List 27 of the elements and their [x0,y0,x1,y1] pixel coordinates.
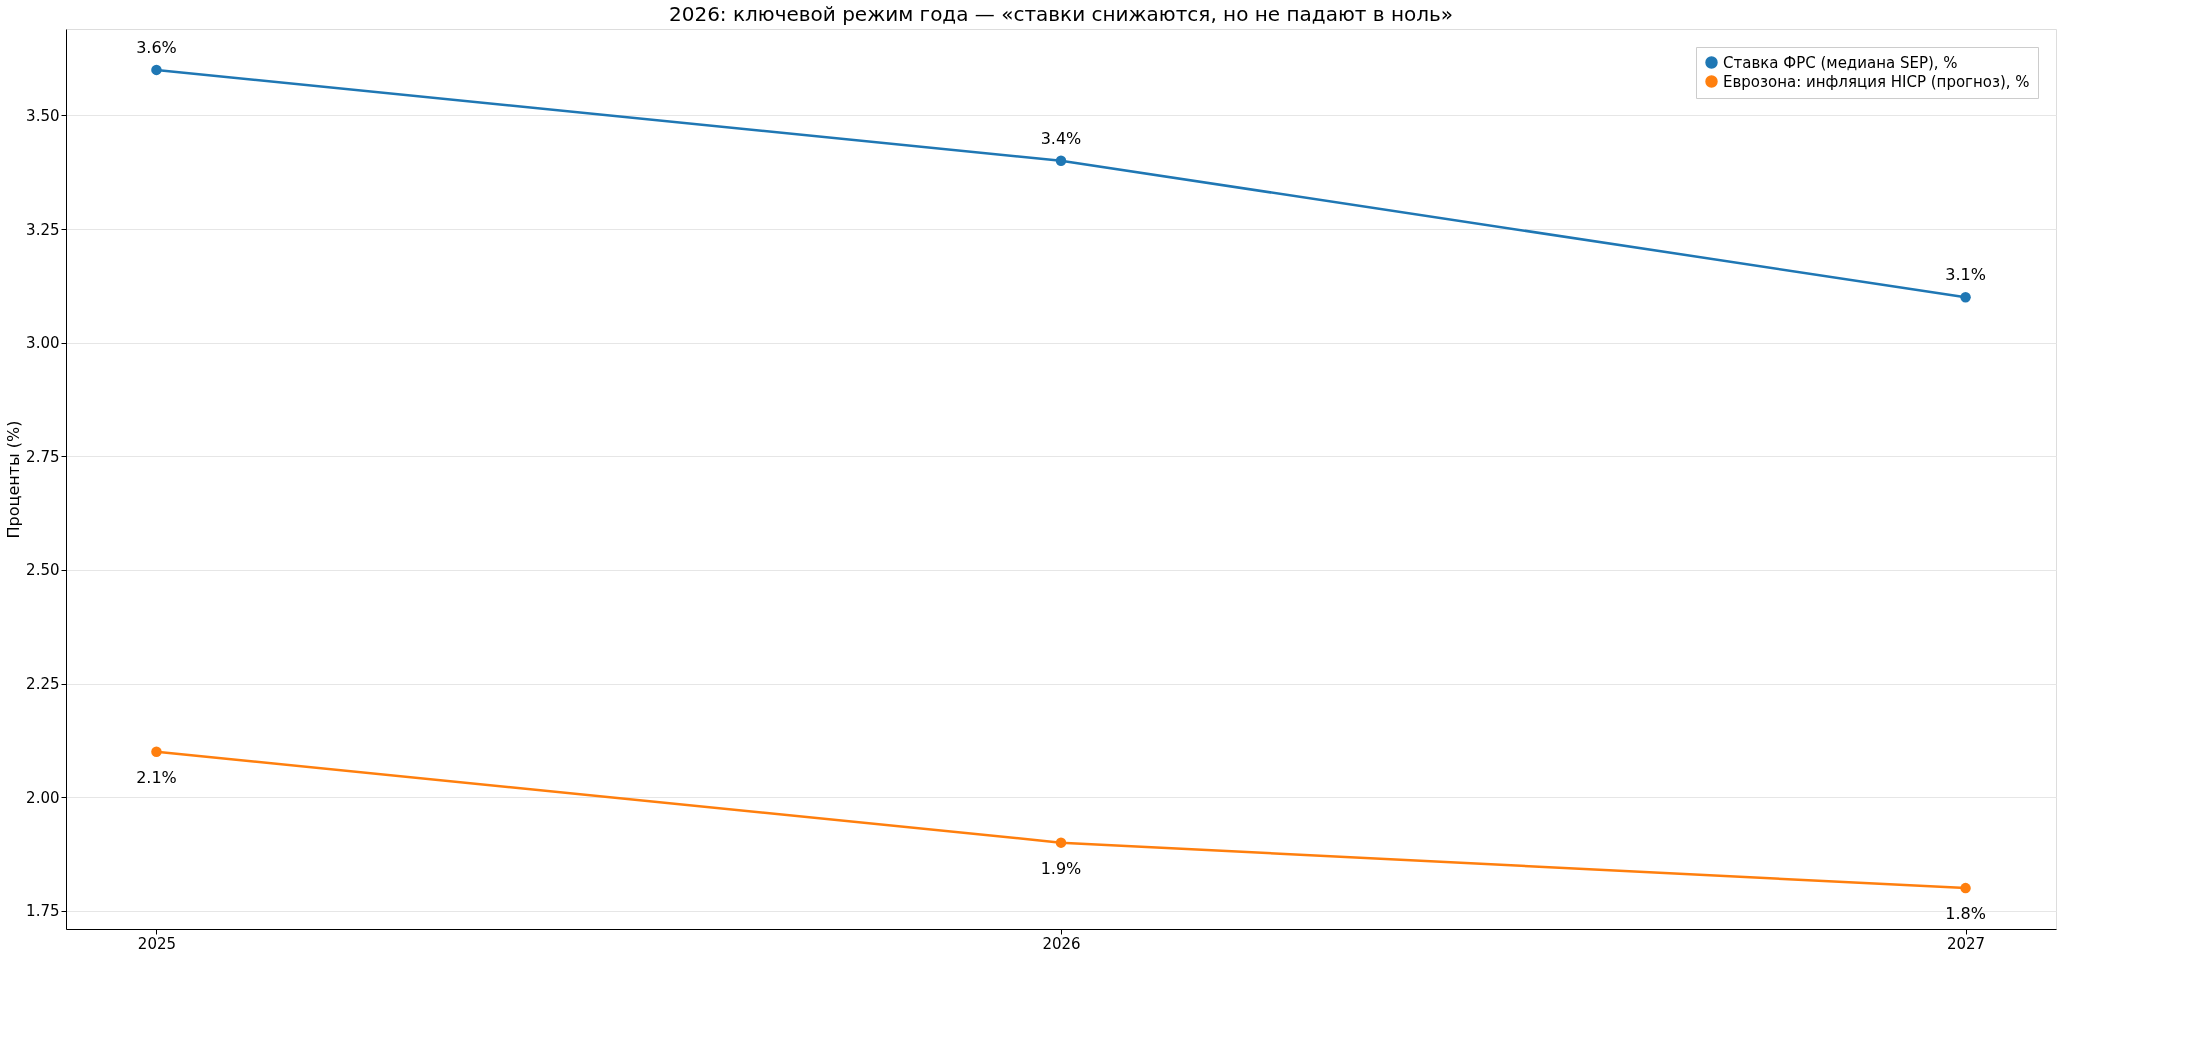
point [151,64,162,76]
data-label: 2.1% [136,767,177,787]
y-axis-title: Проценты (%) [4,420,24,539]
point [1055,837,1067,848]
y-tick-label: 2.75 [26,447,60,466]
point [151,746,162,757]
x-tick-label: 2025 [137,934,177,953]
point [1960,882,1971,894]
data-label: 3.4% [1040,128,1082,148]
y-tick-label: 3.25 [26,220,60,239]
y-tick-label: 3.50 [26,106,60,125]
point [1055,155,1067,167]
y-tick-label: 2.25 [26,675,60,694]
chart-title: 2026: ключевой режим года — «ставки снижаются, но не падают в ноль» [668,2,1454,26]
legend-label: Еврозона: инфляция HICP (прогноз), % [1723,72,2030,91]
y-tick-label: 2.00 [26,788,60,807]
y-tick-label: 1.75 [26,902,60,921]
x-tick-label: 2026 [1042,934,1081,953]
data-label: 1.9% [1040,858,1082,878]
point [1960,291,1971,303]
legend-label: Ставка ФРС (медиана SEP), % [1723,53,1958,72]
data-label: 1.8% [1945,904,1986,924]
y-tick-label: 2.50 [26,561,60,580]
y-tick-label: 3.00 [26,334,60,353]
x-tick-label: 2027 [1946,934,1986,953]
data-label: 3.6% [136,37,177,57]
data-label: 3.1% [1945,265,1986,285]
